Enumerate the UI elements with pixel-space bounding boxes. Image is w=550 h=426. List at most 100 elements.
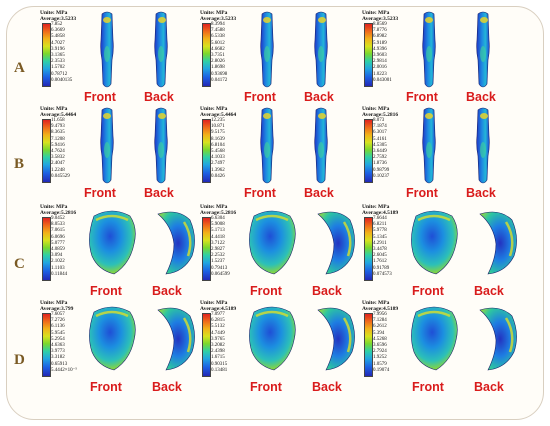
front-label: Front [250,284,282,298]
front-model-image [422,107,436,184]
legend-units: Unite: MPa [200,204,228,210]
legend-tick-value: 6.6304 [211,216,225,221]
legend-units: Unite: MPa [40,106,68,112]
color-legend: Unite: MPa Average:4.5189 7.0977 6.2815 5.51… [200,300,246,388]
front-view [96,106,118,191]
front-model-image [411,306,458,371]
legend-tick-value: 7.8776 [373,28,387,34]
front-label: Front [244,90,276,104]
front-view [244,304,300,379]
legend-tick-value: 5.4161 [373,136,387,142]
color-legend: Unite: MPa Average:5.4464 12.235 10.871 9.51… [200,106,246,194]
back-label: Back [474,284,504,298]
legend-tick-value: 7.1208 [51,136,65,142]
legend-tick-value: 1.7612 [373,259,387,265]
legend-tick-value: 7.9956 [373,312,387,317]
stress-panel: Unite: MPa Average:3.5233 8.3994 7.4588 6.53… [200,10,368,106]
legend-average: Average:3.5233 [40,16,77,22]
legend-tick-value: 0.074573 [373,271,392,277]
back-label: Back [304,186,334,200]
legend-average: Average:4.5189 [362,210,399,216]
back-view [472,106,494,191]
legend-tick-value: 7.6057 [51,312,65,317]
legend-tick-value: 8.3635 [51,130,65,136]
back-model-image [154,11,168,88]
legend-tick-value: 7.0615 [51,228,65,234]
legend-tick-value: 7.1284 [373,318,387,324]
back-label: Back [312,284,342,298]
legend-tick-value: 1.5702 [51,65,65,71]
back-label: Back [144,90,174,104]
legend-tick-value: 0.064599 [211,271,230,277]
legend-tick-value: 5.9189 [373,40,387,46]
legend-tick-value: 7.4588 [211,28,225,34]
legend-tick-value: 2.1022 [51,259,65,265]
legend-tick-value: 2.9827 [211,247,225,253]
back-label: Back [304,90,334,104]
legend-tick-value: 8.1639 [211,136,225,142]
legend-tick-value: 3.7122 [211,240,225,246]
front-model-image [260,11,274,88]
legend-tick-value: 9.5175 [211,130,225,136]
legend-tick-value: 1.6715 [211,355,225,361]
back-model-image [154,107,168,184]
legend-units: Unite: MPa [200,106,228,112]
legend-tick-value: 1.1103 [51,265,65,271]
legend-tick-value: 5.9778 [373,228,387,234]
legend-units: Unite: MPa [40,300,68,306]
legend-tick-value: 0.13481 [211,367,228,373]
legend-tick-value: 3.4478 [373,247,387,253]
legend-tick-value: 5.2954 [51,336,65,342]
legend-tick-value: 4.6682 [211,46,225,52]
legend-color-bar [202,23,211,87]
stress-panel: Unite: MPa Average:3.5233 7.852 6.3669 5.485… [40,10,208,106]
legend-tick-value: 0.90315 [211,361,228,367]
front-model-image [249,210,296,275]
back-label: Back [466,90,496,104]
legend-tick-value: 0.045529 [51,173,70,179]
legend-color-bar [364,119,373,183]
legend-color-bar [42,313,51,377]
legend-tick-value: 0.10237 [373,173,390,179]
legend-tick-value: 6.1136 [51,324,65,330]
row-label-c: C [14,256,25,272]
back-view [466,208,522,283]
legend-tick-value: 2.6045 [373,253,387,259]
row-label-a: A [14,60,25,76]
front-label: Front [412,380,444,394]
front-view [256,106,278,191]
front-label: Front [406,90,438,104]
legend-units: Unite: MPa [200,300,228,306]
legend-average: Average:3.5233 [362,16,399,22]
legend-tick-value: 6.8982 [373,34,387,40]
back-view [310,10,332,95]
legend-tick-value: 0.11844 [51,271,68,277]
back-model-image [317,211,355,275]
legend-tick-value: 6.8104 [211,142,225,148]
legend-tick-value: 0.19074 [373,367,390,373]
legend-tick-value: 0.65913 [51,361,68,367]
back-label: Back [474,380,504,394]
legend-tick-value: 3.1365 [51,53,65,59]
front-model-image [100,107,114,184]
back-label: Back [312,380,342,394]
legend-tick-value: 4.7449 [211,330,225,336]
legend-tick-value: 8.073 [373,118,385,123]
legend-tick-value: 5.0777 [51,240,65,246]
legend-tick-value: 9.0452 [51,216,65,221]
front-model-image [260,107,274,184]
stress-panel: Unite: MPa Average:4.5189 7.0977 6.2815 5.51… [200,300,368,396]
legend-average: Average:3.799 [40,306,74,312]
front-label: Front [250,380,282,394]
front-label: Front [84,186,116,200]
legend-color-bar [42,23,51,87]
back-view [304,304,360,379]
front-model-image [411,210,458,275]
legend-tick-value: 3.2082 [211,343,225,349]
legend-average: Average:3.5233 [200,16,237,22]
color-legend: Unite: MPa Average:3.5233 7.852 6.3669 5.485… [40,10,86,98]
legend-color-bar [202,313,211,377]
legend-tick-value: 12.235 [211,118,225,123]
legend-tick-value: 1.0223 [373,71,387,77]
color-legend: Unite: MPa Average:5.2816 8.073 7.1874 6.301… [362,106,408,194]
